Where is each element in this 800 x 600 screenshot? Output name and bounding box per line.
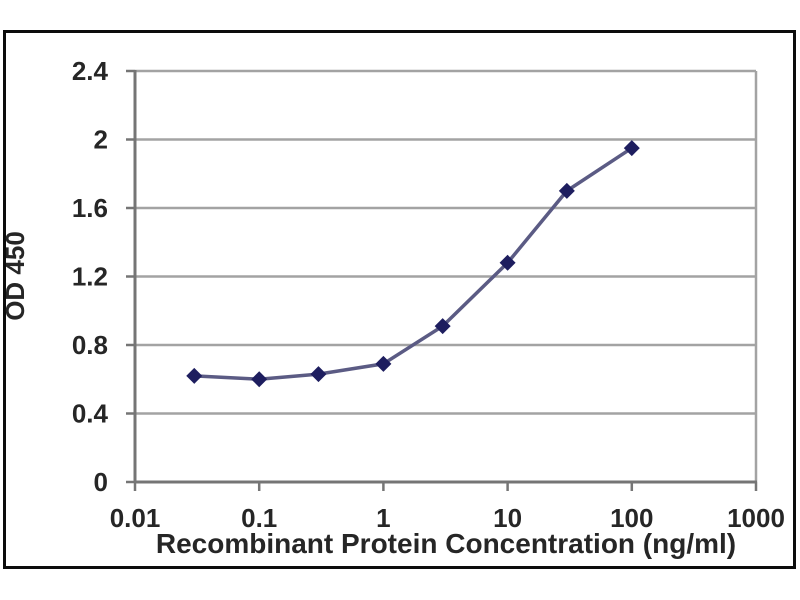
data-series — [186, 140, 640, 388]
y-tick-label: 0.8 — [72, 330, 108, 360]
gridlines — [135, 69, 758, 482]
series-line — [194, 146, 633, 382]
data-point-marker — [558, 182, 575, 199]
y-tick-label: 1.6 — [72, 193, 108, 223]
data-point-marker — [251, 371, 268, 388]
y-tick-label: 0.4 — [72, 399, 109, 429]
data-point-marker — [434, 318, 451, 335]
data-point-marker — [623, 140, 640, 157]
x-tick-label: 1000 — [727, 503, 785, 533]
y-tick-label: 2 — [94, 125, 108, 155]
y-tick-label: 1.2 — [72, 262, 108, 292]
data-point-marker — [186, 367, 203, 384]
data-point-marker — [310, 366, 327, 383]
y-tick-label: 0 — [94, 467, 108, 497]
data-point-marker — [499, 254, 516, 271]
y-tick-label: 2.4 — [72, 56, 109, 86]
y-axis-title: OD 450 — [0, 231, 30, 321]
x-tick-label: 0.1 — [241, 503, 277, 533]
x-axis-title: Recombinant Protein Concentration (ng/ml… — [156, 528, 736, 559]
x-tick-label: 0.01 — [110, 503, 161, 533]
x-tick-label: 10 — [493, 503, 522, 533]
axes — [126, 69, 758, 491]
x-tick-label: 1 — [376, 503, 390, 533]
x-tick-label: 100 — [610, 503, 653, 533]
data-point-marker — [375, 355, 392, 372]
tick-labels: 0 0.4 0.8 1.2 1.6 2 2.4 0.01 0.1 1 10 100 1000 — [72, 56, 785, 533]
